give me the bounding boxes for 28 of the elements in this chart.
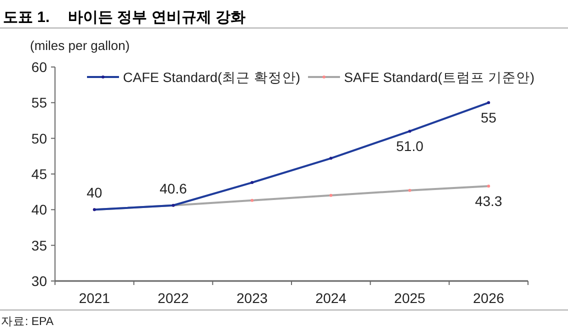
legend-label: SAFE Standard(트럼프 기준안) [344, 70, 535, 85]
chart-title: 바이든 정부 연비규제 강화 [68, 9, 246, 26]
data-label: 51.0 [396, 138, 424, 154]
point [408, 130, 412, 133]
x-tick-label: 2023 [236, 290, 268, 306]
x-tick-label: 2024 [315, 290, 347, 306]
legend-label: CAFE Standard(최근 확정안) [123, 70, 300, 85]
chart-subtitle: 도표 1. [3, 9, 50, 26]
y-tick-label: 45 [31, 166, 48, 182]
x-tick-label: 2026 [473, 290, 504, 306]
y-tick-label: 35 [31, 237, 48, 254]
y-axis-title: (miles per gallon) [30, 38, 130, 53]
x-tick-label: 2022 [158, 290, 190, 306]
y-tick-label: 60 [31, 59, 48, 75]
text: 자료: EPA [1, 316, 54, 328]
y-tick-label: 40 [31, 202, 48, 218]
x-tick-label: 2025 [394, 290, 426, 306]
point [250, 181, 254, 184]
y-tick-label: 50 [31, 130, 48, 146]
point [329, 156, 332, 160]
data-label: 55 [480, 110, 497, 126]
point [487, 101, 490, 104]
data-label: 40 [86, 184, 102, 201]
y-tick-label: 30 [31, 273, 48, 289]
y-tick-label: 55 [31, 94, 48, 111]
x-tick-label: 2021 [78, 290, 110, 306]
data-label: 40.6 [160, 180, 188, 196]
data-label: 43.3 [474, 193, 502, 210]
